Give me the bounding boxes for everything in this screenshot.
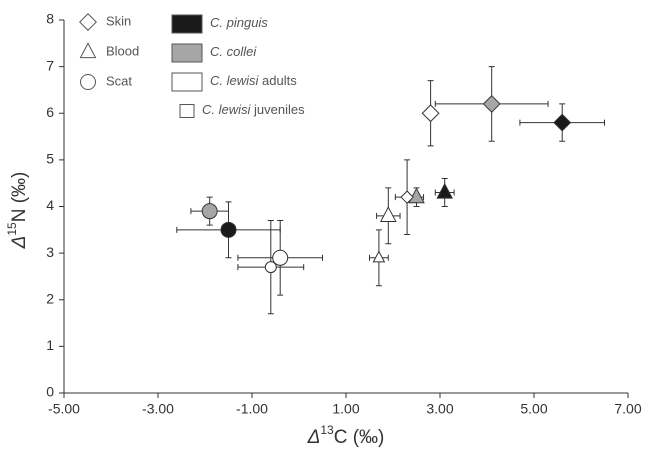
legend-swatch: [171, 43, 203, 63]
legend-label: C. pinguis: [210, 15, 268, 30]
data-point: [264, 261, 277, 274]
y-tick-label: 3: [46, 244, 54, 260]
x-tick-label: 5.00: [520, 401, 547, 417]
data-point: [379, 206, 397, 222]
data-point: [436, 182, 454, 199]
x-tick-label: 7.00: [614, 401, 641, 417]
legend-species: C. lewisi: [202, 102, 252, 117]
legend-label: C. lewisi adults: [210, 73, 297, 88]
legend-label: Scat: [106, 73, 132, 88]
x-tick-label: 3.00: [426, 401, 453, 417]
legend-species: C. lewisi: [210, 73, 260, 88]
y-tick-label: 5: [46, 151, 54, 167]
data-point: [201, 203, 218, 220]
y-axis-label: Δ15N (‰): [5, 172, 30, 250]
legend-swatch: [171, 14, 203, 34]
data-point: [421, 104, 440, 123]
legend-label: Skin: [106, 13, 131, 28]
data-point: [482, 94, 501, 113]
legend-qualifier: juveniles: [253, 102, 305, 117]
legend-swatch: [171, 72, 203, 92]
y-tick-label: 7: [46, 57, 54, 73]
legend-species: C. pinguis: [210, 15, 268, 30]
data-point: [272, 249, 289, 266]
x-tick-label: -5.00: [48, 401, 80, 417]
data-point: [553, 113, 572, 132]
x-tick-label: 1.00: [332, 401, 359, 417]
legend-species: C. collei: [210, 44, 257, 59]
legend-marker: [79, 42, 97, 59]
legend-swatch: [179, 104, 195, 118]
y-tick-label: 4: [46, 197, 54, 213]
data-point: [408, 187, 425, 204]
x-tick-label: -1.00: [236, 401, 268, 417]
y-tick-label: 0: [46, 384, 54, 400]
legend-label: C. lewisi juveniles: [202, 102, 305, 117]
legend-marker: [79, 13, 97, 31]
legend-label: Blood: [106, 43, 139, 58]
legend-label: C. collei: [210, 44, 257, 59]
data-point: [220, 221, 237, 238]
legend-marker: [80, 74, 96, 90]
y-tick-label: 6: [46, 104, 54, 120]
y-tick-label: 1: [46, 337, 54, 353]
y-tick-label: 8: [46, 11, 54, 27]
data-point: [372, 250, 386, 263]
y-tick-label: 2: [46, 290, 54, 306]
x-axis-label: Δ13C (‰): [307, 423, 385, 448]
legend-qualifier: adults: [262, 73, 297, 88]
data-point: [400, 190, 414, 204]
x-tick-label: -3.00: [142, 401, 174, 417]
